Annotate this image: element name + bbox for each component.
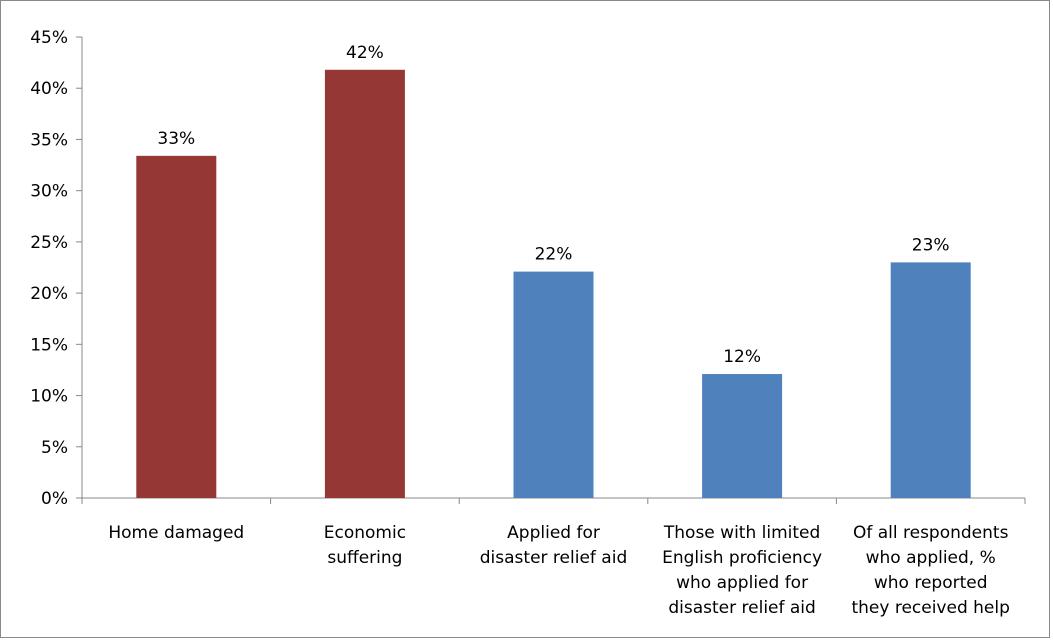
- data-label: 12%: [723, 347, 761, 367]
- y-tick-label: 10%: [30, 387, 68, 407]
- y-tick-label: 5%: [41, 438, 68, 458]
- bar: [513, 271, 594, 498]
- category-label: Applied for disaster relief aid: [480, 523, 627, 568]
- category-label-line: they received help: [851, 598, 1009, 618]
- category-label: Of all respondents who applied, % who repo…: [851, 523, 1009, 618]
- category-label-line: Applied for: [507, 523, 600, 543]
- category-label: Home damaged: [108, 523, 244, 543]
- bar: [890, 262, 971, 498]
- category-label-line: Of all respondents: [853, 523, 1009, 543]
- category-labels: Home damaged Economic suffering Applied for…: [108, 523, 1010, 618]
- y-tick-label: 45%: [30, 28, 68, 48]
- x-axis: [81, 497, 1026, 504]
- bars: [136, 69, 971, 498]
- data-label: 22%: [535, 245, 573, 265]
- y-tick-label: 15%: [30, 335, 68, 355]
- y-axis: 0% 5% 10% 15% 20% 25% 30% 35% 40% 45%: [30, 28, 83, 509]
- data-labels: 33% 42% 22% 12% 23%: [157, 43, 949, 367]
- category-label-line: suffering: [327, 548, 402, 568]
- bar: [324, 69, 405, 498]
- data-label: 33%: [157, 129, 195, 149]
- bar: [702, 374, 783, 498]
- category-label-line: disaster relief aid: [668, 598, 815, 618]
- category-label-line: Those with limited: [663, 523, 820, 543]
- category-label-line: English proficiency: [662, 548, 822, 568]
- y-tick-label: 20%: [30, 284, 68, 304]
- y-tick-label: 35%: [30, 130, 68, 150]
- category-label-line: who applied, %: [866, 548, 996, 568]
- category-label-line: who applied for: [676, 573, 808, 593]
- data-label: 23%: [912, 235, 950, 255]
- category-label: Economic suffering: [324, 523, 406, 568]
- category-label-line: Economic: [324, 523, 406, 543]
- data-label: 42%: [346, 43, 384, 63]
- y-tick-label: 25%: [30, 233, 68, 253]
- category-label: Those with limited English proficiency who…: [662, 523, 822, 618]
- y-tick-label: 40%: [30, 79, 68, 99]
- category-label-line: disaster relief aid: [480, 548, 627, 568]
- bar: [136, 155, 217, 498]
- category-label-line: who reported: [874, 573, 988, 593]
- y-tick-label: 30%: [30, 182, 68, 202]
- y-tick-label: 0%: [41, 489, 68, 509]
- category-label-line: Home damaged: [108, 523, 244, 543]
